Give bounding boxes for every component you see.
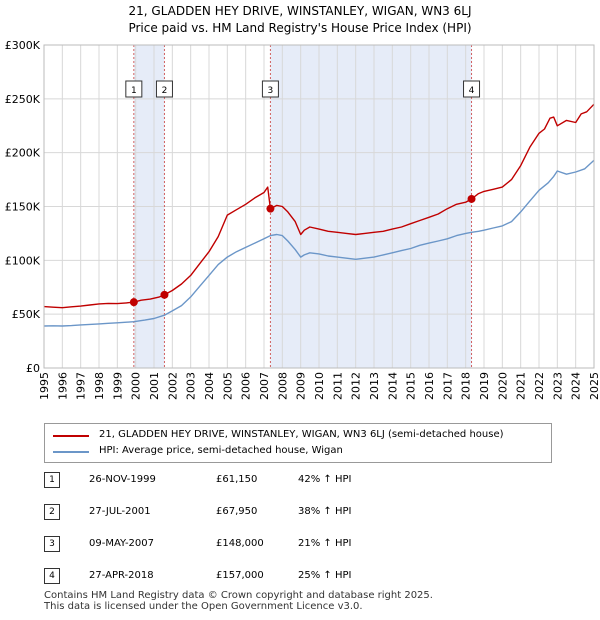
legend: 21, GLADDEN HEY DRIVE, WINSTANLEY, WIGAN… — [44, 423, 552, 463]
sale-date: 26-NOV-1999 — [89, 474, 156, 485]
x-tick-label: 2020 — [496, 372, 509, 400]
x-tick-label: 1999 — [111, 372, 124, 400]
x-tick-label: 2014 — [386, 372, 399, 400]
x-tick-label: 2009 — [295, 372, 308, 400]
sale-label: 4 — [469, 86, 475, 96]
x-tick-label: 1997 — [75, 372, 88, 400]
x-tick-label: 2015 — [405, 372, 418, 400]
sale-date: 09-MAY-2007 — [89, 538, 155, 549]
x-tick-label: 2021 — [515, 372, 528, 400]
sale-row: 1 26-NOV-1999 £61,150 42% ↑ HPI — [44, 472, 564, 488]
sale-number-badge: 4 — [44, 568, 60, 584]
sale-hpi-change: 38% ↑ HPI — [298, 506, 352, 517]
y-tick-label: £50K — [12, 308, 41, 321]
series-line-hpi — [43, 159, 595, 327]
x-tick-label: 1996 — [56, 372, 69, 400]
sale-price: £148,000 — [216, 538, 264, 549]
x-tick-label: 2001 — [148, 372, 161, 400]
x-tick-label: 2017 — [441, 372, 454, 400]
x-tick-label: 2018 — [460, 372, 473, 400]
x-tick-label: 2002 — [166, 372, 179, 400]
plot-frame — [43, 44, 595, 369]
sale-date: 27-JUL-2001 — [89, 506, 151, 517]
footer-licence: This data is licensed under the Open Gov… — [44, 601, 363, 612]
sale-hpi-change: 25% ↑ HPI — [298, 570, 352, 581]
x-tick-label: 2019 — [478, 372, 491, 400]
sale-price: £67,950 — [216, 506, 258, 517]
x-tick-label: 2024 — [570, 372, 583, 400]
sale-hpi-change: 42% ↑ HPI — [298, 474, 352, 485]
sale-label-box — [261, 80, 279, 98]
footer-copyright: Contains HM Land Registry data © Crown c… — [44, 590, 433, 601]
sale-label: 3 — [268, 86, 274, 96]
y-tick-label: £300K — [5, 39, 41, 52]
footer: Contains HM Land Registry data © Crown c… — [44, 590, 433, 612]
x-tick-label: 2025 — [588, 372, 600, 400]
sale-row: 2 27-JUL-2001 £67,950 38% ↑ HPI — [44, 504, 564, 520]
y-tick-label: £100K — [5, 254, 41, 267]
sale-label-box — [125, 80, 143, 98]
marker-layer — [129, 194, 476, 307]
sale-number-badge: 2 — [44, 504, 60, 520]
x-tick-label: 2022 — [533, 372, 546, 400]
x-tick-label: 2023 — [551, 372, 564, 400]
sale-price: £61,150 — [216, 474, 258, 485]
sale-point — [266, 204, 275, 213]
x-tick-label: 2011 — [331, 372, 344, 400]
series-line-property — [43, 103, 595, 309]
sale-row: 4 27-APR-2018 £157,000 25% ↑ HPI — [44, 568, 564, 584]
sale-label-box — [155, 80, 173, 98]
sale-label: 1 — [131, 86, 137, 96]
chart-title: 21, GLADDEN HEY DRIVE, WINSTANLEY, WIGAN… — [128, 4, 472, 18]
x-tick-label: 2010 — [313, 372, 326, 400]
sale-price: £157,000 — [216, 570, 264, 581]
x-tick-label: 1998 — [93, 372, 106, 400]
y-tick-label: £200K — [5, 147, 41, 160]
x-tick-label: 2007 — [258, 372, 271, 400]
sale-number-badge: 1 — [44, 472, 60, 488]
sale-point — [467, 194, 476, 203]
sale-point — [129, 298, 138, 307]
legend-label-hpi: HPI: Average price, semi-detached house,… — [99, 445, 343, 456]
legend-swatch-hpi — [53, 451, 89, 453]
legend-swatch-property — [53, 435, 89, 437]
x-tick-label: 2013 — [368, 372, 381, 400]
sale-row: 3 09-MAY-2007 £148,000 21% ↑ HPI — [44, 536, 564, 552]
x-tick-label: 2016 — [423, 372, 436, 400]
x-tick-label: 2000 — [130, 372, 143, 400]
x-tick-label: 2008 — [276, 372, 289, 400]
line-layer — [43, 103, 595, 327]
x-tick-label: 2005 — [221, 372, 234, 400]
sale-date: 27-APR-2018 — [89, 570, 154, 581]
sale-label: 2 — [162, 86, 168, 96]
y-tick-label: £0 — [26, 362, 40, 375]
y-tick-label: £150K — [5, 201, 41, 214]
x-tick-label: 2003 — [185, 372, 198, 400]
y-tick-label: £250K — [5, 93, 41, 106]
legend-label-property: 21, GLADDEN HEY DRIVE, WINSTANLEY, WIGAN… — [99, 429, 504, 440]
sale-hpi-change: 21% ↑ HPI — [298, 538, 352, 549]
x-tick-label: 2004 — [203, 372, 216, 400]
x-tick-label: 1995 — [38, 372, 51, 400]
chart-subtitle: Price paid vs. HM Land Registry's House … — [128, 21, 472, 35]
sale-point — [160, 290, 169, 299]
sale-label-box — [463, 80, 481, 98]
price-chart: 1 2 3 4 £0 £50K £100K £150K £200K £250K £300K 1995… — [5, 39, 600, 400]
sale-number-badge: 3 — [44, 536, 60, 552]
x-tick-label: 2012 — [350, 372, 363, 400]
x-tick-label: 2006 — [240, 372, 253, 400]
